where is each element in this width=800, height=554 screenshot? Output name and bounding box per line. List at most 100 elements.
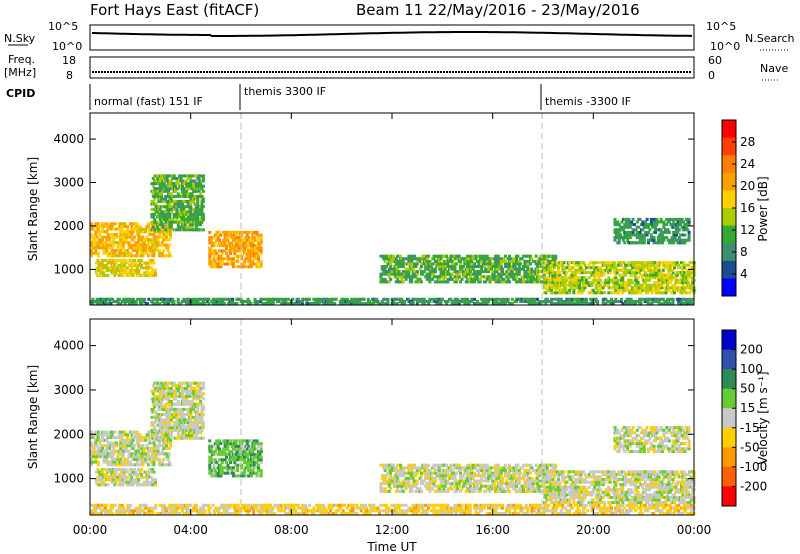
scatter-cell [467,262,471,266]
scatter-cell [166,249,170,252]
scatter-cell [165,187,169,191]
scatter-cell [179,381,183,385]
scatter-cell [593,278,597,282]
scatter-cell [231,262,235,266]
scatter-cell [158,233,161,236]
scatter-cell [467,272,471,276]
scatter-cell [190,402,194,406]
scatter-cell [123,430,127,434]
scatter-cell [679,223,683,227]
scatter-cell [176,223,180,227]
scatter-cell [141,444,145,448]
scatter-cell [182,407,186,411]
scatter-cell [135,249,139,252]
scatter-cell [438,275,442,279]
scatter-cell [152,441,156,445]
scatter-cell [201,197,205,201]
scatter-cell [172,302,176,306]
scatter-cell [659,281,662,285]
scatter-cell [583,268,587,272]
scatter-cell [145,478,149,482]
scatter-cell [119,302,123,306]
scatter-cell [583,263,587,267]
scatter-cell [245,238,249,242]
scatter-cell [106,233,110,236]
scatter-cell [654,271,658,275]
scatter-cell [99,264,103,267]
scatter-cell [640,276,644,280]
scatter-cell [186,418,190,422]
scatter-cell [655,223,659,227]
scatter-cell [192,389,196,393]
scatter-cell [201,423,205,427]
scatter-cell [675,228,678,232]
scatter-cell [126,436,130,439]
scatter-cell [657,288,661,292]
scatter-cell [251,241,255,245]
scatter-cell [633,276,637,280]
scatter-cell [617,241,621,245]
scatter-cell [194,418,198,422]
scatter-cell [688,273,692,277]
scatter-cell [140,468,143,472]
nsky-tick-bottom: 10^0 [52,40,82,53]
scatter-cell [243,259,247,263]
scatter-cell [150,415,154,419]
scatter-cell [394,257,398,261]
scatter-cell [368,300,372,303]
scatter-cell [454,262,458,266]
scatter-cell [183,223,187,227]
scatter-cell [92,251,96,255]
scatter-cell [169,438,173,442]
scatter-cell [91,297,95,301]
scatter-cell [95,271,98,275]
scatter-cell [145,460,149,464]
scatter-cell [169,405,173,409]
scatter-cell [106,441,110,445]
scatter-cell [158,460,161,464]
scatter-cell [579,266,583,270]
scatter-cell [167,447,171,450]
scatter-cell [382,302,386,306]
scatter-cell [151,268,155,272]
scatter-cell [515,257,518,261]
scatter-cell [158,182,162,186]
scatter-cell [671,268,675,272]
scatter-cell [597,291,601,295]
scatter-cell [99,444,103,448]
scatter-cell [519,277,523,281]
scatter-cell [614,266,618,270]
scatter-cell [296,297,300,301]
scatter-cell [115,227,118,231]
scatter-cell [146,254,150,258]
scatter-cell [611,291,615,295]
scatter-cell [121,238,125,242]
scatter-cell [544,286,548,290]
scatter-cell [428,300,432,303]
scatter-cell [590,283,594,287]
scatter-cell [130,224,134,228]
scatter-cell [114,480,118,484]
scatter-cell [526,297,530,301]
scatter-cell [561,266,565,270]
y-tick-label: 2000 [53,219,84,233]
scatter-cell [113,264,117,267]
scatter-cell [264,302,268,306]
scatter-cell [548,268,552,272]
scatter-cell [611,302,615,306]
scatter-cell [633,223,636,227]
scatter-cell [508,254,511,258]
scatter-cell [667,271,671,275]
scatter-cell [404,270,408,274]
scatter-cell [169,300,173,303]
scatter-cell [106,243,110,247]
scatter-cell [526,262,530,266]
scatter-cell [182,297,186,301]
scatter-cell [162,249,166,252]
scatter-cell [152,460,156,464]
scatter-cell [550,302,553,306]
scatter-cell [643,271,647,275]
scatter-cell [575,283,579,287]
scatter-cell [169,223,173,227]
scatter-cell [654,228,657,232]
